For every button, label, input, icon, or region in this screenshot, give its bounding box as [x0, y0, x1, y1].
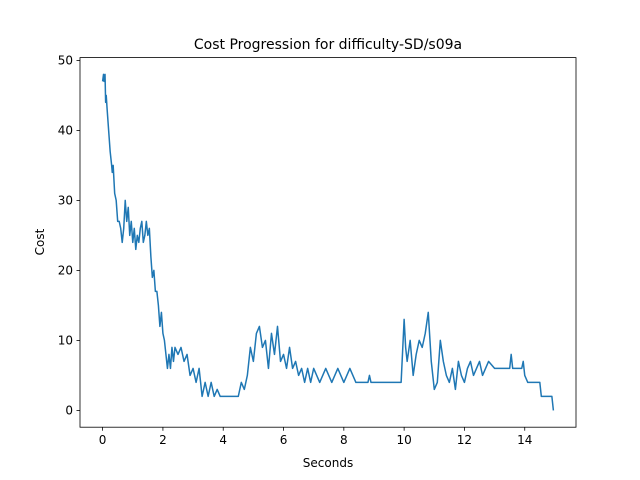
x-tick-label: 8 [340, 433, 348, 447]
y-tick-label: 30 [58, 193, 73, 207]
y-tick-label: 10 [58, 333, 73, 347]
y-tick-label: 0 [65, 403, 73, 417]
y-tick-label: 40 [58, 123, 73, 137]
y-tick-label: 50 [58, 53, 73, 67]
chart-title: Cost Progression for difficulty-SD/s09a [194, 37, 462, 53]
plot-frame [79, 57, 577, 428]
x-tick-label: 0 [99, 433, 107, 447]
x-tick-label: 12 [457, 433, 472, 447]
y-axis-label: Cost [33, 228, 47, 255]
x-tick-label: 14 [517, 433, 532, 447]
y-tick-label: 20 [58, 263, 73, 277]
x-tick-label: 4 [219, 433, 227, 447]
x-tick-label: 10 [396, 433, 411, 447]
data-line [101, 73, 555, 411]
x-tick-label: 2 [159, 433, 167, 447]
x-axis-label: Seconds [303, 456, 353, 470]
x-tick-label: 6 [280, 433, 288, 447]
